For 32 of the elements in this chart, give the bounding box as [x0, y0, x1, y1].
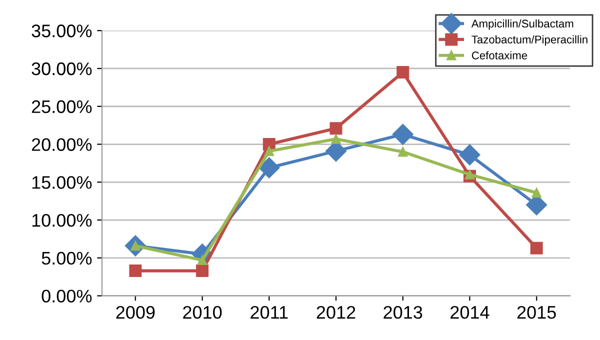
- x-tick-label: 2012: [316, 306, 356, 319]
- x-tick-label: 2013: [384, 306, 422, 319]
- y-tick-label: 30.00%: [32, 62, 92, 76]
- point: [331, 134, 341, 144]
- point: [392, 124, 414, 145]
- legend-label: Ampicillin/Sulbactam: [471, 19, 574, 30]
- point: [258, 157, 280, 178]
- point: [330, 122, 342, 135]
- y-tick-label: 35.00%: [32, 24, 92, 38]
- point: [197, 255, 208, 266]
- x-tick-label: 2009: [116, 306, 155, 319]
- x-tick-label: 2011: [250, 306, 288, 319]
- x-tick-label: 2015: [517, 306, 556, 319]
- point: [264, 146, 274, 156]
- y-tick-label: 0.00%: [42, 290, 92, 303]
- point: [532, 188, 542, 198]
- point: [196, 264, 209, 278]
- point: [398, 146, 408, 157]
- x-tick-label: 2014: [450, 306, 490, 319]
- y-tick-label: 25.00%: [32, 100, 92, 114]
- point: [396, 66, 410, 79]
- x-tick-label: 2010: [183, 306, 222, 319]
- legend-label: Cefotaxime: [472, 51, 528, 60]
- y-tick-label: 10.00%: [32, 214, 92, 227]
- point: [530, 242, 543, 254]
- point: [464, 170, 475, 180]
- y-tick-label: 5.00%: [42, 252, 92, 265]
- y-tick-label: 15.00%: [32, 176, 92, 189]
- legend-label: Tazobactum/Piperacillin: [472, 35, 588, 46]
- point: [459, 144, 480, 166]
- point: [129, 264, 142, 278]
- y-tick-label: 20.00%: [32, 138, 92, 151]
